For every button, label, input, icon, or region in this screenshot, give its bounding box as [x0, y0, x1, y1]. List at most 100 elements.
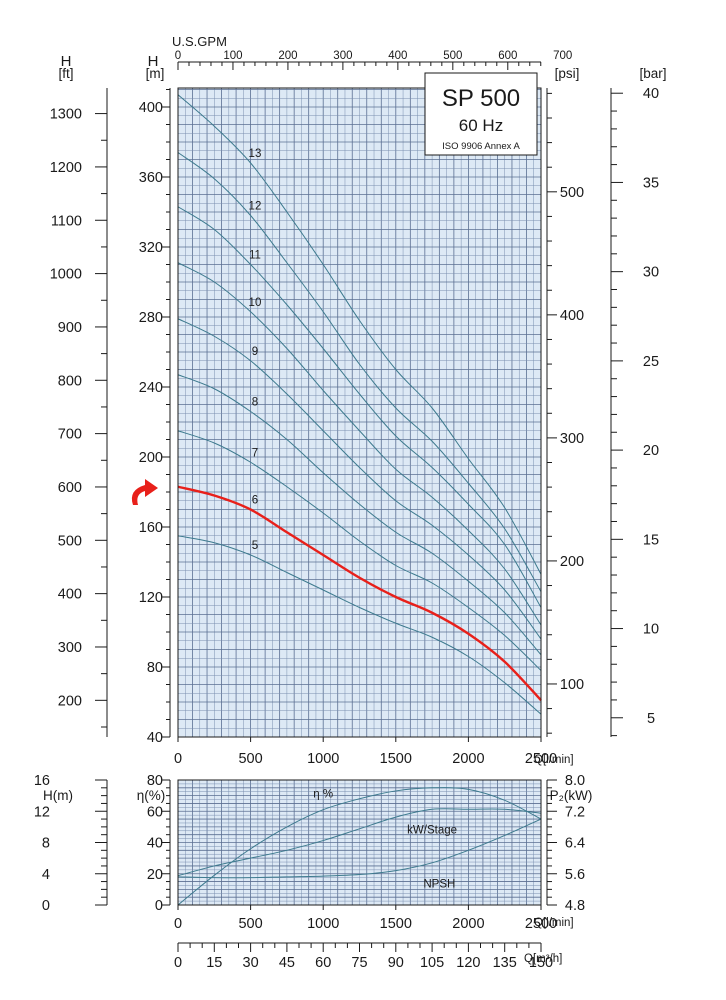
m-tick-label: 360 [139, 170, 163, 186]
m-tick-label: 400 [139, 100, 163, 116]
y-axis-label-psi: [psi] [555, 66, 580, 81]
npsh-tick-label: 4 [42, 867, 50, 883]
ft-tick-label: 700 [58, 427, 82, 443]
top-chart-grid [177, 88, 542, 738]
y-axis-label-m: H [148, 53, 159, 70]
eta-tick-label: 0 [155, 898, 163, 914]
bottom-y-label-p2: P₂(kW) [550, 788, 593, 803]
m3h-tick-label: 90 [388, 955, 404, 971]
x-tick-label: 1500 [380, 751, 412, 767]
bottom-x-tick-label: 500 [238, 916, 262, 932]
y-axis-unit-ft: [ft] [58, 66, 73, 81]
ft-tick-label: 1000 [50, 267, 82, 283]
m3h-tick-label: 120 [456, 955, 480, 971]
stage-label-7: 7 [252, 447, 258, 459]
pump-curve-stage-11 [177, 206, 542, 608]
power-curve [177, 808, 542, 877]
bottom-x-tick-label: 0 [174, 916, 182, 932]
stage-label-5: 5 [252, 540, 258, 552]
m3h-tick-label: 30 [243, 955, 259, 971]
p2-tick-label: 5.6 [565, 867, 585, 883]
chart-note: ISO 9906 Annex A [442, 141, 520, 152]
psi-tick-label: 400 [560, 308, 584, 324]
m3h-tick-label: 0 [174, 955, 182, 971]
m3h-tick-label: 75 [351, 955, 367, 971]
x2-axis-label: U.S.GPM [172, 34, 227, 49]
bar-tick-label: 20 [643, 443, 659, 459]
gpm-tick-label: 500 [443, 50, 462, 62]
p2-tick-label: 8.0 [565, 773, 585, 789]
pump-curve-stage-13 [177, 94, 542, 575]
m-tick-label: 40 [147, 730, 163, 746]
m3h-tick-label: 150 [529, 955, 553, 971]
npsh-tick-label: 16 [34, 773, 50, 789]
ft-tick-label: 600 [58, 480, 82, 496]
stage-label-13: 13 [249, 148, 262, 160]
ft-tick-label: 200 [58, 693, 82, 709]
bottom-chart-curves: η % kW/Stage NPSH [177, 787, 542, 906]
chart-title: SP 500 [442, 85, 520, 112]
bar-tick-label: 15 [643, 532, 659, 548]
npsh-curve-label: NPSH [423, 878, 455, 890]
eta-tick-label: 60 [147, 804, 163, 820]
top-chart-curves: 13 12 11 10 9 8 7 6 5 [177, 94, 542, 715]
p2-tick-label: 6.4 [565, 836, 585, 852]
pump-curve-stage-10 [177, 262, 542, 626]
ft-tick-label: 500 [58, 533, 82, 549]
bar-tick-label: 10 [643, 622, 659, 638]
psi-tick-label: 500 [560, 185, 584, 201]
ft-tick-label: 400 [58, 587, 82, 603]
bar-tick-label: 5 [647, 711, 655, 727]
pump-curve-stage-6 [177, 485, 542, 702]
m-tick-label: 280 [139, 310, 163, 326]
efficiency-curve-label: η % [313, 789, 333, 801]
m-tick-label: 120 [139, 590, 163, 606]
pump-curve-stage-9 [177, 318, 542, 640]
pump-curve-stage-7 [177, 430, 542, 671]
ft-tick-label: 900 [58, 320, 82, 336]
eta-tick-label: 40 [147, 836, 163, 852]
bottom-x2-label: Q[m³/h] [524, 953, 562, 965]
ft-tick-label: 800 [58, 373, 82, 389]
bottom-y-label-eta: η(%) [137, 788, 166, 803]
x-tick-label: 2500 [525, 751, 557, 767]
m-tick-label: 320 [139, 240, 163, 256]
m3h-tick-label: 105 [420, 955, 444, 971]
m3h-tick-label: 60 [315, 955, 331, 971]
highlight-arrow [131, 479, 158, 505]
efficiency-curve [177, 787, 542, 906]
pump-curve-stage-8 [177, 374, 542, 656]
m3h-tick-label: 45 [279, 955, 295, 971]
bottom-x-tick-label: 2500 [525, 916, 557, 932]
p2-tick-label: 7.2 [565, 804, 585, 820]
eta-tick-label: 20 [147, 867, 163, 883]
gpm-tick-label: 600 [498, 50, 517, 62]
psi-tick-label: 300 [560, 431, 584, 447]
bottom-plot-frame [177, 779, 542, 906]
m-tick-label: 80 [147, 660, 163, 676]
bottom-x-tick-label: 1000 [307, 916, 339, 932]
m-tick-label: 240 [139, 380, 163, 396]
bar-tick-label: 30 [643, 265, 659, 281]
ft-tick-label: 1200 [50, 160, 82, 176]
bottom-x-label: Q[l/min] [534, 917, 574, 929]
stage-label-8: 8 [252, 397, 258, 409]
stage-label-6: 6 [252, 495, 258, 507]
eta-tick-label: 80 [147, 773, 163, 789]
stage-label-12: 12 [249, 201, 262, 213]
x-tick-label: 1000 [307, 751, 339, 767]
gpm-tick-label: 200 [278, 50, 297, 62]
chart-subtitle: 60 Hz [459, 116, 503, 135]
pump-curve-stage-12 [177, 152, 542, 592]
m3h-tick-label: 15 [206, 955, 222, 971]
top-plot-frame [177, 87, 542, 738]
m3h-tick-label: 135 [493, 955, 517, 971]
title-box: SP 500 60 Hz ISO 9906 Annex A [424, 72, 538, 156]
bottom-chart-axes: 0 500 1000 1500 2000 250002040608004812164.85… [34, 773, 585, 971]
gpm-tick-label: 700 [553, 50, 572, 62]
npsh-tick-label: 0 [42, 898, 50, 914]
stage-label-9: 9 [252, 346, 258, 358]
stage-label-10: 10 [249, 297, 262, 309]
npsh-curve [177, 818, 542, 879]
m-tick-label: 160 [139, 520, 163, 536]
